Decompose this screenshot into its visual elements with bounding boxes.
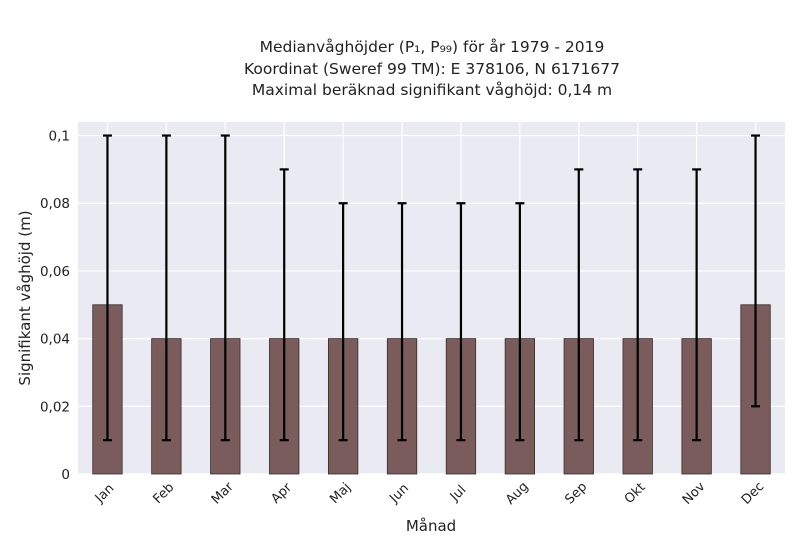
y-tick-label: 0,02 <box>40 399 70 415</box>
error-bars <box>102 134 761 442</box>
x-axis-ticks: Jan Feb Mar Apr Maj Jun Jul Aug Sep Okt Nov Dec <box>92 479 767 508</box>
x-tick-label: Mar <box>209 479 237 507</box>
title-line-1: Medianvåghöjder (P₁, P₉₉) för år 1979 - … <box>260 38 605 56</box>
plot-area <box>78 122 785 474</box>
x-axis-label: Månad <box>406 517 456 535</box>
y-tick-label: 0,1 <box>49 129 70 145</box>
y-tick-label: 0 <box>61 467 70 483</box>
title-line-3: Maximal beräknad signifikant våghöjd: 0,… <box>252 81 612 99</box>
x-tick-label: Dec <box>739 479 767 507</box>
y-axis-label: Signifikant våghöjd (m) <box>16 210 34 385</box>
x-tick-label: Apr <box>268 480 295 507</box>
chart-title: Medianvåghöjder (P₁, P₉₉) för år 1979 - … <box>244 38 620 99</box>
x-tick-label: Jun <box>386 481 412 507</box>
x-tick-label: Maj <box>327 480 354 507</box>
x-tick-label: Jul <box>447 483 469 505</box>
y-tick-label: 0,06 <box>40 264 70 280</box>
y-axis-ticks: 0 0,02 0,04 0,06 0,08 0,1 <box>40 129 70 483</box>
y-tick-label: 0,08 <box>40 196 70 212</box>
x-tick-label: Aug <box>503 479 532 508</box>
x-tick-label: Nov <box>680 479 709 508</box>
x-tick-label: Okt <box>622 480 649 507</box>
y-tick-label: 0,04 <box>40 332 70 348</box>
x-tick-label: Jan <box>92 481 117 506</box>
title-line-2: Koordinat (Sweref 99 TM): E 378106, N 61… <box>244 60 620 78</box>
x-tick-label: Sep <box>562 480 590 508</box>
x-tick-label: Feb <box>150 480 177 507</box>
